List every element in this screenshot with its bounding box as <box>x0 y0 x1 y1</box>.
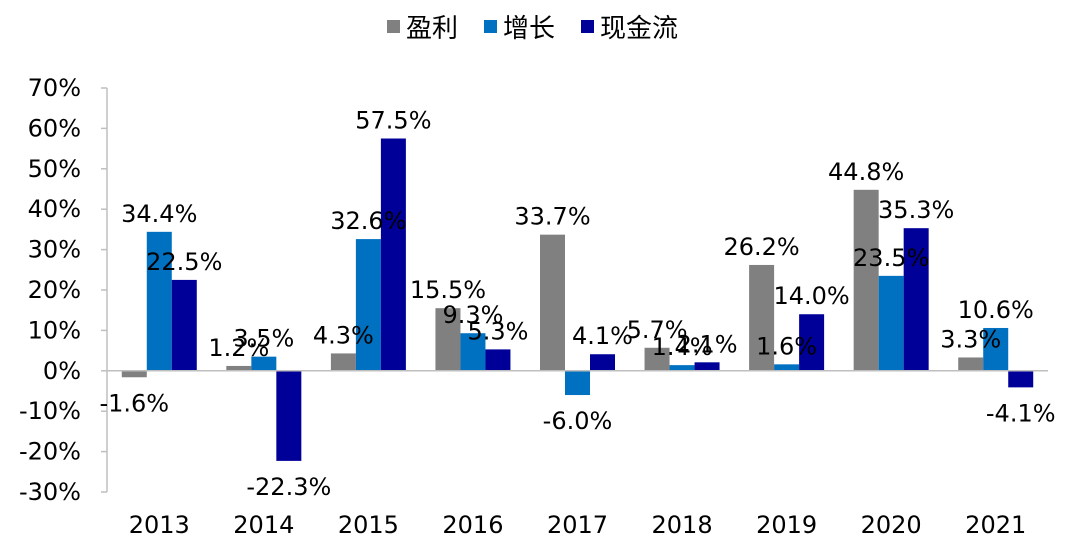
bar-growth-2020 <box>878 275 904 371</box>
data-label-growth-2014: 3.5% <box>233 325 294 353</box>
x-tick-label: 2017 <box>547 511 608 539</box>
data-label-growth-2019: 1.6% <box>756 332 817 360</box>
legend-swatch-growth <box>483 20 497 33</box>
y-tick-label: 40% <box>28 195 81 223</box>
legend-label-growth: 增长 <box>502 14 555 44</box>
y-tick-label: 20% <box>28 276 81 304</box>
legend-swatch-profit <box>386 20 400 33</box>
data-label-growth-2021: 10.6% <box>958 296 1034 324</box>
data-label-growth-2020: 23.5% <box>853 244 929 272</box>
bar-growth-2021 <box>983 327 1009 371</box>
bar-growth-2019 <box>774 364 800 371</box>
data-label-profit-2019: 26.2% <box>723 233 799 261</box>
legend: 盈利 增长 现金流 <box>0 8 1065 45</box>
y-tick-label: 0% <box>43 357 81 385</box>
bar-cashflow-2013 <box>171 279 197 371</box>
y-tick-label: -30% <box>19 478 81 506</box>
data-label-cashflow-2014: -22.3% <box>246 473 331 501</box>
data-label-profit-2018: 5.7% <box>627 316 688 344</box>
data-label-cashflow-2018: 2.1% <box>677 330 738 358</box>
bar-growth-2016 <box>460 333 486 371</box>
y-tick-label: 30% <box>28 236 81 264</box>
bar-profit-2020 <box>853 189 879 371</box>
bar-profit-2017 <box>540 234 565 371</box>
data-label-cashflow-2020: 35.3% <box>878 196 954 224</box>
bar-profit-2015 <box>330 353 356 371</box>
bar-profit-2013 <box>121 370 147 378</box>
data-label-growth-2013: 34.4% <box>121 200 197 228</box>
legend-swatch-cashflow <box>581 20 594 33</box>
data-label-growth-2016: 9.3% <box>442 301 503 329</box>
data-label-cashflow-2017: 4.1% <box>572 322 633 350</box>
data-label-profit-2013: -1.6% <box>99 389 169 417</box>
bar-cashflow-2014 <box>276 370 302 461</box>
bar-growth-2017 <box>565 370 590 396</box>
x-tick-label: 2013 <box>129 511 190 539</box>
data-label-growth-2018: 1.4% <box>652 333 713 361</box>
y-tick-label: -20% <box>19 438 81 466</box>
data-label-growth-2015: 32.6% <box>330 207 406 235</box>
legend-item-cashflow: 现金流 <box>581 8 678 45</box>
x-tick-label: 2014 <box>233 511 294 539</box>
data-label-profit-2014: 1.2% <box>208 334 269 362</box>
x-tick-label: 2016 <box>442 511 503 539</box>
x-tick-label: 2020 <box>861 511 922 539</box>
bar-profit-2019 <box>749 264 775 371</box>
bar-profit-2021 <box>958 357 984 371</box>
bar-cashflow-2019 <box>799 314 825 371</box>
bar-cashflow-2020 <box>903 228 929 371</box>
bar-profit-2014 <box>226 365 252 371</box>
bar-growth-2015 <box>355 239 381 371</box>
data-label-profit-2017: 33.7% <box>514 203 590 231</box>
data-label-cashflow-2013: 22.5% <box>146 248 222 276</box>
bar-cashflow-2018 <box>694 362 720 371</box>
data-label-cashflow-2021: -4.1% <box>986 399 1056 427</box>
bar-cashflow-2015 <box>380 138 406 371</box>
y-tick-label: 60% <box>28 114 81 142</box>
x-tick-label: 2021 <box>965 511 1026 539</box>
data-label-cashflow-2015: 57.5% <box>355 107 431 135</box>
bar-cashflow-2021 <box>1008 370 1034 388</box>
bar-profit-2016 <box>435 308 461 371</box>
y-tick-label: -10% <box>19 397 81 425</box>
x-tick-label: 2019 <box>756 511 817 539</box>
bar-growth-2013 <box>146 231 172 371</box>
data-label-profit-2020: 44.8% <box>828 158 904 186</box>
legend-item-growth: 增长 <box>483 8 555 45</box>
legend-item-profit: 盈利 <box>386 8 458 45</box>
y-tick-label: 10% <box>28 316 81 344</box>
y-tick-label: 70% <box>28 74 81 102</box>
legend-label-profit: 盈利 <box>405 14 458 44</box>
x-tick-label: 2015 <box>338 511 399 539</box>
bar-growth-2018 <box>669 365 695 371</box>
bar-profit-2018 <box>644 347 670 371</box>
data-label-cashflow-2016: 5.3% <box>467 317 528 345</box>
data-label-profit-2016: 15.5% <box>410 276 486 304</box>
y-tick-label: 50% <box>28 155 81 183</box>
bar-cashflow-2017 <box>590 354 615 371</box>
data-label-cashflow-2019: 14.0% <box>773 282 849 310</box>
legend-label-cashflow: 现金流 <box>600 14 679 44</box>
bar-growth-2014 <box>251 356 277 371</box>
data-label-profit-2015: 4.3% <box>313 321 374 349</box>
data-label-growth-2017: -6.0% <box>543 407 613 435</box>
x-tick-label: 2018 <box>652 511 713 539</box>
data-label-profit-2021: 3.3% <box>940 325 1001 353</box>
bar-cashflow-2016 <box>485 349 511 371</box>
